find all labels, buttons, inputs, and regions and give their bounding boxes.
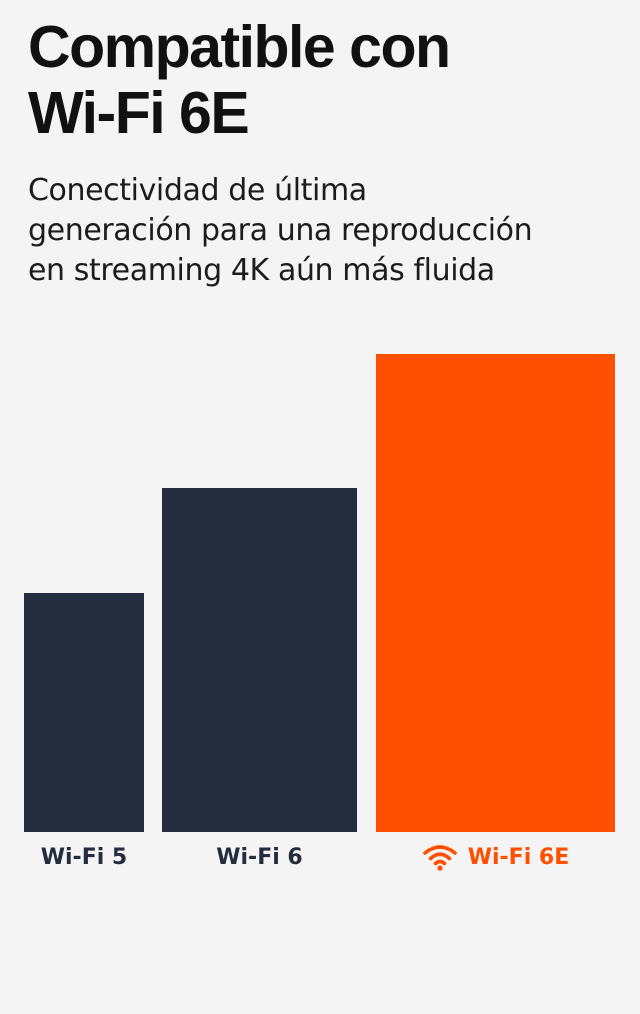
bar-wi-fi-5 <box>24 593 144 832</box>
chart-title-line-1: Compatible con <box>28 14 451 80</box>
chart-title: Compatible con Wi-Fi 6E <box>28 14 618 146</box>
chart-subtitle-line-2: generación para una reproducción <box>28 213 533 248</box>
bar-wi-fi-6e <box>376 354 615 832</box>
chart-subtitle: Conectividad de última generación para u… <box>28 171 628 291</box>
category-label: Wi-Fi 5 <box>24 840 144 874</box>
category-label: Wi-Fi 6E <box>376 840 615 874</box>
category-label-text: Wi-Fi 6E <box>467 844 570 870</box>
category-label-text: Wi-Fi 6 <box>216 844 303 870</box>
category-label: Wi-Fi 6 <box>162 840 357 874</box>
chart-subtitle-line-3: en streaming 4K aún más fluida <box>28 253 495 288</box>
bar-wi-fi-6 <box>162 488 357 832</box>
chart-subtitle-line-1: Conectividad de última <box>28 173 367 208</box>
category-label-text: Wi-Fi 5 <box>40 844 128 870</box>
wifi-icon <box>422 843 458 871</box>
chart-title-line-2: Wi-Fi 6E <box>28 80 250 146</box>
